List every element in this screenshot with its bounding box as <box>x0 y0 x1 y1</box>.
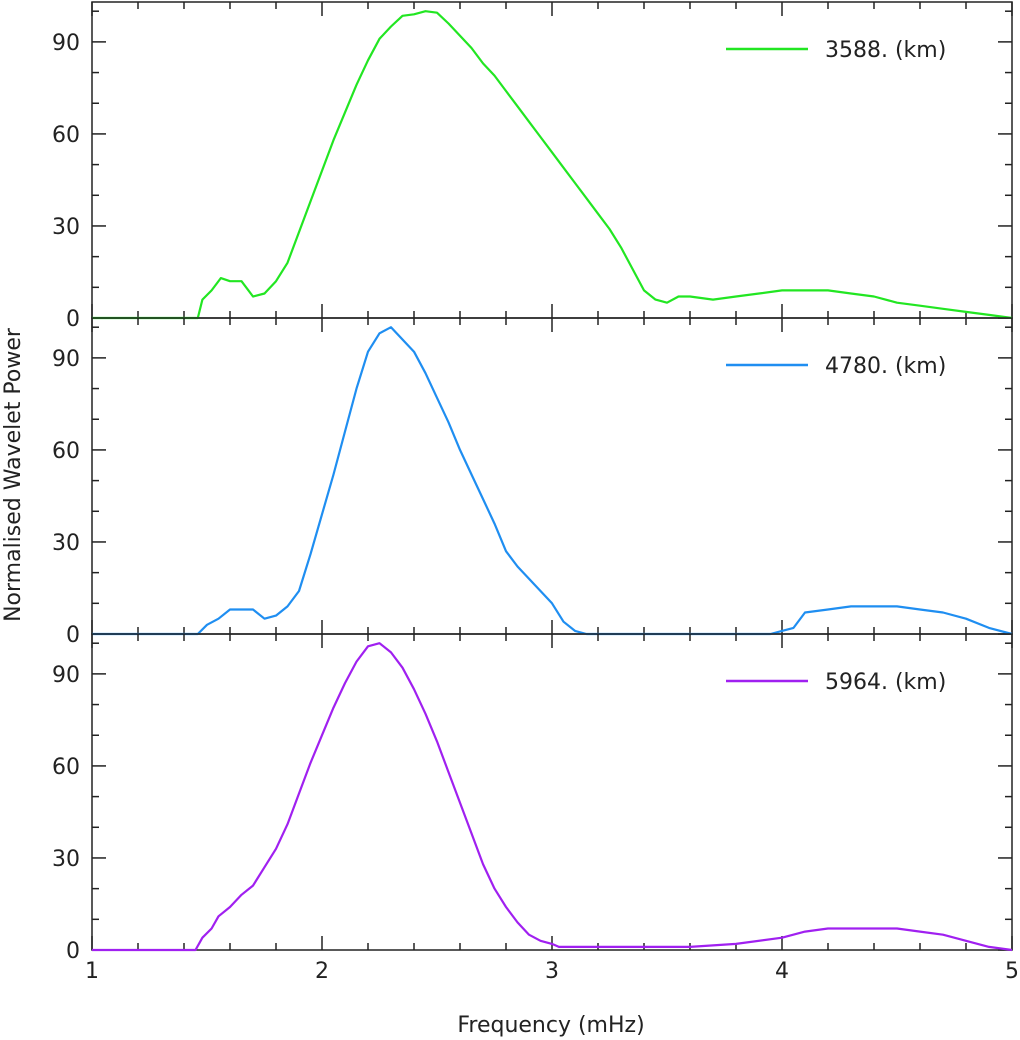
series-line <box>92 326 1013 636</box>
x-tick-label: 1 <box>85 959 99 984</box>
y-axis-label: Normalised Wavelet Power <box>1 327 26 622</box>
legend-label: 4780. (km) <box>825 354 946 379</box>
y-tick-label: 30 <box>52 531 80 556</box>
x-tick-label: 5 <box>1005 959 1019 984</box>
y-tick-label: 90 <box>52 663 80 688</box>
y-tick-label: 0 <box>66 307 80 332</box>
panel-1: 0 30 60 90 3588. (km) <box>52 1 1013 332</box>
y-tick-label: 90 <box>52 31 80 56</box>
y-tick-label: 0 <box>66 939 80 964</box>
x-tick-label: 4 <box>775 959 789 984</box>
y-tick-label: 60 <box>52 755 80 780</box>
x-tick-label: 2 <box>315 959 329 984</box>
y-tick-label: 60 <box>52 439 80 464</box>
series-line <box>92 642 1013 952</box>
y-tick-label: 0 <box>66 623 80 648</box>
x-axis-label: Frequency (mHz) <box>457 1013 644 1038</box>
x-tick-label: 3 <box>545 959 559 984</box>
y-tick-label: 30 <box>52 215 80 240</box>
chart-panels: 0 30 60 90 3588. (km) 0 30 60 90 4780. (km) 0 30 60 9… <box>52 1 1019 984</box>
legend-label: 3588. (km) <box>825 38 946 63</box>
y-tick-label: 60 <box>52 123 80 148</box>
y-tick-label: 30 <box>52 847 80 872</box>
legend-label: 5964. (km) <box>825 670 946 695</box>
series-line <box>92 10 1013 320</box>
panel-3: 0 30 60 90 5964. (km) <box>52 633 1013 964</box>
panel-2: 0 30 60 90 4780. (km) <box>52 317 1013 648</box>
y-tick-label: 90 <box>52 347 80 372</box>
